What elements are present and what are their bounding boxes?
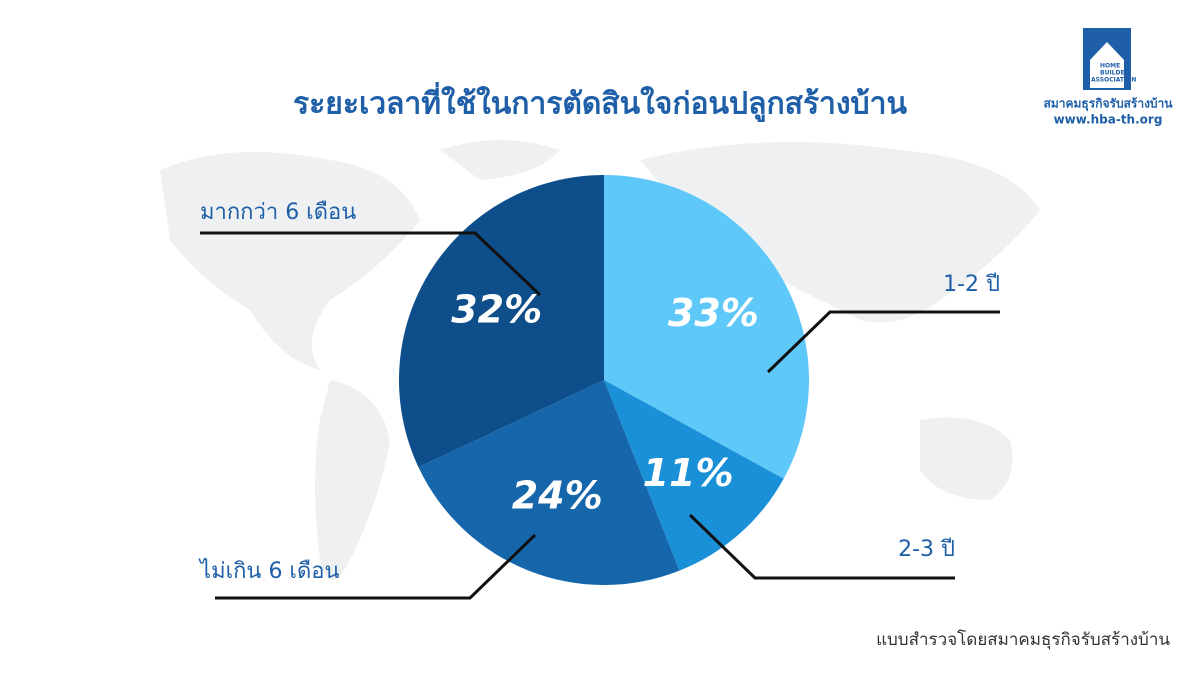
leader-line bbox=[200, 231, 542, 297]
value-label: 33% bbox=[668, 291, 759, 335]
category-label: 2-3 ปี bbox=[898, 537, 955, 562]
logo-name: สมาคมธุรกิจรับสร้างบ้าน bbox=[1044, 97, 1174, 112]
leader-line bbox=[766, 310, 1000, 374]
category-label: 1-2 ปี bbox=[943, 272, 1000, 297]
pie-slice bbox=[604, 380, 784, 571]
value-label: 11% bbox=[643, 451, 734, 495]
value-label: 32% bbox=[451, 287, 542, 331]
leader-line bbox=[215, 533, 537, 600]
category-label: มากกว่า 6 เดือน bbox=[200, 200, 356, 225]
logo-mark-text: BUILDER bbox=[1100, 70, 1130, 77]
pie-slice bbox=[418, 380, 680, 586]
source-note: แบบสำรวจโดยสมาคมธุรกิจรับสร้างบ้าน bbox=[876, 629, 1170, 650]
category-label: ไม่เกิน 6 เดือน bbox=[198, 558, 340, 584]
value-label: 24% bbox=[512, 474, 603, 518]
chart-title: ระยะเวลาที่ใช้ในการตัดสินใจก่อนปลูกสร้าง… bbox=[293, 82, 907, 123]
logo-url: www.hba-th.org bbox=[1054, 113, 1163, 127]
pie-slice bbox=[604, 175, 810, 479]
logo-house bbox=[1090, 42, 1124, 88]
world-map-background bbox=[160, 140, 1040, 580]
logo-mark-text: ASSOCIATION bbox=[1091, 77, 1136, 84]
pie-slice bbox=[399, 174, 604, 468]
logo-mark-text: HOME bbox=[1100, 63, 1120, 70]
logo: HOME BUILDER ASSOCIATION สมาคมธุรกิจรับส… bbox=[1044, 28, 1174, 127]
leader-line bbox=[688, 513, 955, 580]
